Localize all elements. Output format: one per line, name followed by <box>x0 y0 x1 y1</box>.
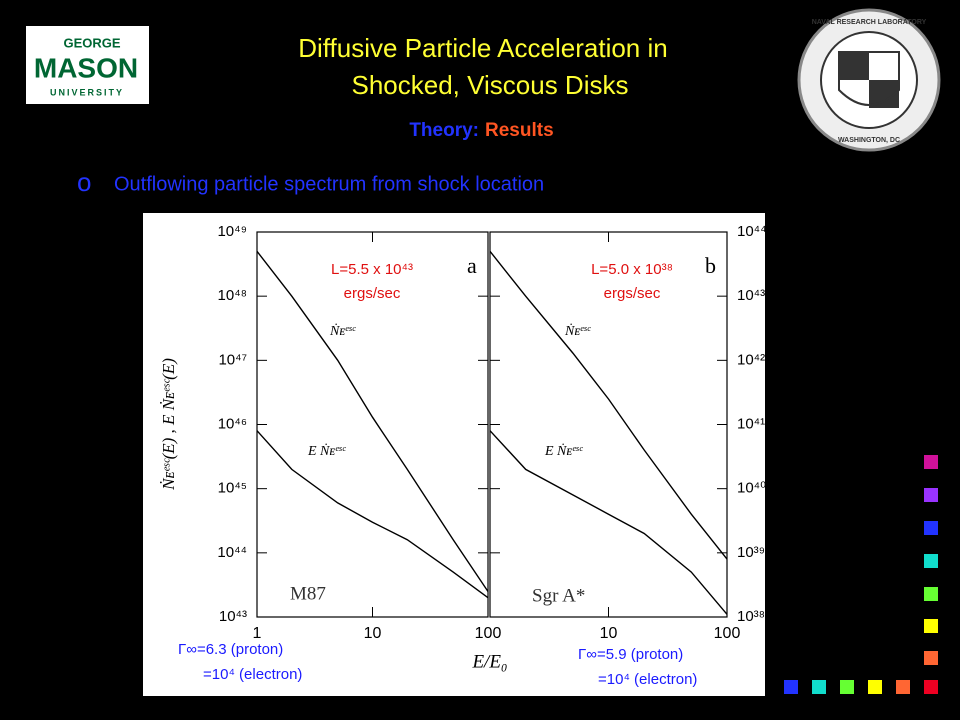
square <box>924 680 938 694</box>
y-tick-label: 10⁴² <box>737 351 765 368</box>
y-tick-label: 10⁴⁸ <box>218 287 247 304</box>
series-line <box>256 430 489 599</box>
x-axis-label: E/E₀ <box>471 651 507 672</box>
x-tick-label: 10 <box>600 625 618 642</box>
panel-label: a <box>467 253 477 278</box>
annotation: ergs/sec <box>344 285 401 302</box>
bullet-marker: o <box>77 167 91 197</box>
series-label: Ṅᴇᵉˢᶜ <box>329 323 356 339</box>
panel-label: b <box>705 253 716 278</box>
y-tick-label: 10⁴⁰ <box>737 480 766 497</box>
series-line <box>256 250 489 592</box>
y-tick-label: 10⁴⁶ <box>218 415 247 432</box>
y-tick-label: 10⁴⁹ <box>217 223 247 240</box>
seal-shield <box>838 51 900 106</box>
series-line <box>489 250 728 560</box>
annotation: ergs/sec <box>604 285 661 302</box>
decor-squares <box>784 455 938 694</box>
y-tick-label: 10³⁹ <box>737 544 765 561</box>
y-tick-label: 10⁴⁵ <box>218 480 247 497</box>
subtitle: Theory: <box>409 120 479 141</box>
seal-quarter <box>839 52 869 80</box>
subtitle: Results <box>485 120 554 141</box>
annotation: Γ∞=5.9 (proton) <box>578 646 683 663</box>
annotation: L=5.0 x 10³⁸ <box>591 261 673 278</box>
square <box>924 521 938 535</box>
annotation: Γ∞=6.3 (proton) <box>178 641 283 658</box>
square <box>924 651 938 665</box>
y-tick-label: 10⁴³ <box>737 287 765 304</box>
nrl-seal <box>797 8 941 152</box>
x-tick-label: 1 <box>253 625 262 642</box>
y-tick-label: 10⁴⁴ <box>217 544 247 561</box>
annotation: L=5.5 x 10⁴³ <box>331 261 413 278</box>
square <box>812 680 826 694</box>
x-tick-label: 100 <box>714 625 741 642</box>
square <box>924 587 938 601</box>
square <box>784 680 798 694</box>
logo-text: MASON <box>34 52 138 83</box>
series-line <box>489 430 728 615</box>
object-label: M87 <box>290 583 326 604</box>
annotation: =10⁴ (electron) <box>598 671 697 688</box>
bullet-text: Outflowing particle spectrum from shock … <box>114 173 544 195</box>
y-tick-label: 10³⁸ <box>737 608 765 625</box>
logo-text: GEORGE <box>63 35 120 50</box>
series-label: E Ṅᴇᵉˢᶜ <box>544 443 583 459</box>
square <box>924 455 938 469</box>
seal-text: NAVAL RESEARCH LABORATORY <box>812 19 927 26</box>
gmu-logo <box>26 26 149 104</box>
series-label: Ṅᴇᵉˢᶜ <box>564 323 591 339</box>
title: Diffusive Particle Acceleration in <box>298 33 667 63</box>
square <box>840 680 854 694</box>
object-label: Sgr A* <box>532 585 585 606</box>
logo-text: UNIVERSITY <box>50 87 124 97</box>
x-tick-label: 10 <box>364 625 382 642</box>
square <box>868 680 882 694</box>
y-tick-label: 10⁴⁷ <box>218 351 247 368</box>
series-label: E Ṅᴇᵉˢᶜ <box>307 443 346 459</box>
seal-text: WASHINGTON, DC <box>838 137 900 144</box>
square <box>896 680 910 694</box>
x-tick-label: 100 <box>475 625 502 642</box>
y-tick-label: 10⁴⁴ <box>737 223 767 240</box>
y-axis-label: Ṅᴇᵉˢᶜ(E) , E Ṅᴇᵉˢᶜ(E) <box>159 358 178 491</box>
y-tick-label: 10⁴¹ <box>737 415 765 432</box>
square <box>924 554 938 568</box>
title: Shocked, Viscous Disks <box>352 70 629 100</box>
y-tick-label: 10⁴³ <box>219 608 247 625</box>
chart-panel <box>143 213 765 696</box>
square <box>924 619 938 633</box>
square <box>924 488 938 502</box>
annotation: =10⁴ (electron) <box>203 666 302 683</box>
